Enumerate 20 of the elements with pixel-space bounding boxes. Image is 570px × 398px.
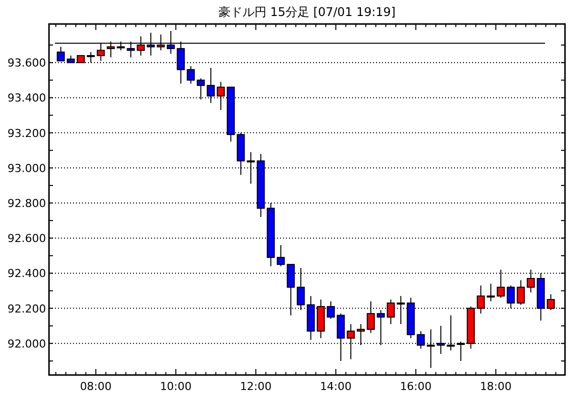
candlestick: [516, 280, 525, 306]
y-tick-label: 93.600: [8, 56, 46, 70]
y-tick-label: 92.800: [8, 197, 46, 210]
x-tick-label: 16:00: [400, 380, 432, 393]
chart-title: 豪ドル円 15分足 [07/01 19:19]: [218, 5, 396, 19]
x-tick-label: 18:00: [480, 380, 512, 393]
y-tick-label: 93.000: [8, 162, 46, 175]
x-tick-label: 08:00: [80, 380, 112, 393]
candlestick: [486, 283, 495, 302]
y-tick-label: 92.200: [8, 302, 46, 316]
x-tick-label: 14:00: [320, 380, 352, 393]
y-tick-label: 93.200: [8, 126, 46, 140]
candlestick: [186, 66, 195, 84]
x-tick-label: 10:00: [160, 380, 192, 393]
y-tick-label: 92.400: [8, 267, 46, 280]
x-tick-label: 12:00: [240, 380, 272, 393]
y-tick-label: 93.400: [8, 92, 46, 105]
candlestick: [276, 244, 285, 267]
y-tick-label: 92.000: [8, 337, 46, 350]
y-tick-label: 92.600: [8, 232, 46, 246]
